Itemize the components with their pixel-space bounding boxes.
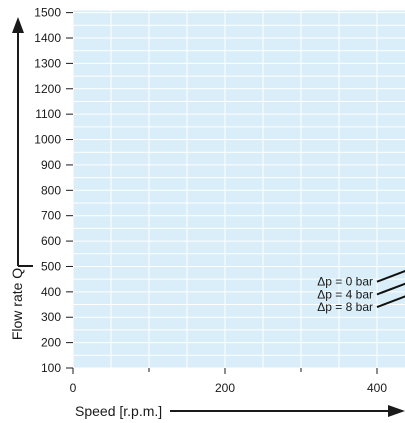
x-tick-label: 0: [70, 381, 77, 395]
y-tick-label: 1300: [34, 56, 61, 70]
y-tick-label: 1000: [34, 133, 61, 147]
y-tick-label: 400: [41, 285, 61, 299]
y-axis-ticks: 100 200 300 400 500 600 700 800 900 1000 1100 1200 1…: [34, 6, 73, 375]
y-tick-label: 200: [41, 336, 61, 350]
y-tick-label: 1200: [34, 82, 61, 96]
y-axis-arrow: [12, 17, 33, 267]
series-label: Δp = 8 bar: [317, 300, 373, 314]
y-tick-label: 300: [41, 310, 61, 324]
grid: [72, 9, 405, 369]
plot-area: [73, 10, 405, 368]
plot-background: [73, 10, 405, 368]
x-tick-label: 400: [367, 381, 387, 395]
series-label: Δp = 4 bar: [317, 287, 373, 301]
x-tick-label: 200: [215, 381, 235, 395]
y-tick-label: 500: [41, 259, 61, 273]
x-axis-arrow: [170, 405, 405, 417]
y-tick-label: 800: [41, 183, 61, 197]
y-tick-label: 1500: [34, 6, 61, 20]
y-tick-label: 100: [41, 361, 61, 375]
y-tick-label: 600: [41, 234, 61, 248]
y-tick-label: 700: [41, 209, 61, 223]
y-tick-label: 900: [41, 158, 61, 172]
x-axis-ticks: 020040060080010001200: [70, 368, 387, 395]
y-axis-title: Flow rate Q: [9, 268, 25, 340]
y-tick-label: 1400: [34, 31, 61, 45]
y-tick-label: 1100: [35, 107, 61, 121]
series-label: Δp = 0 bar: [317, 275, 373, 289]
x-axis-title: Speed [r.p.m.]: [75, 403, 162, 419]
